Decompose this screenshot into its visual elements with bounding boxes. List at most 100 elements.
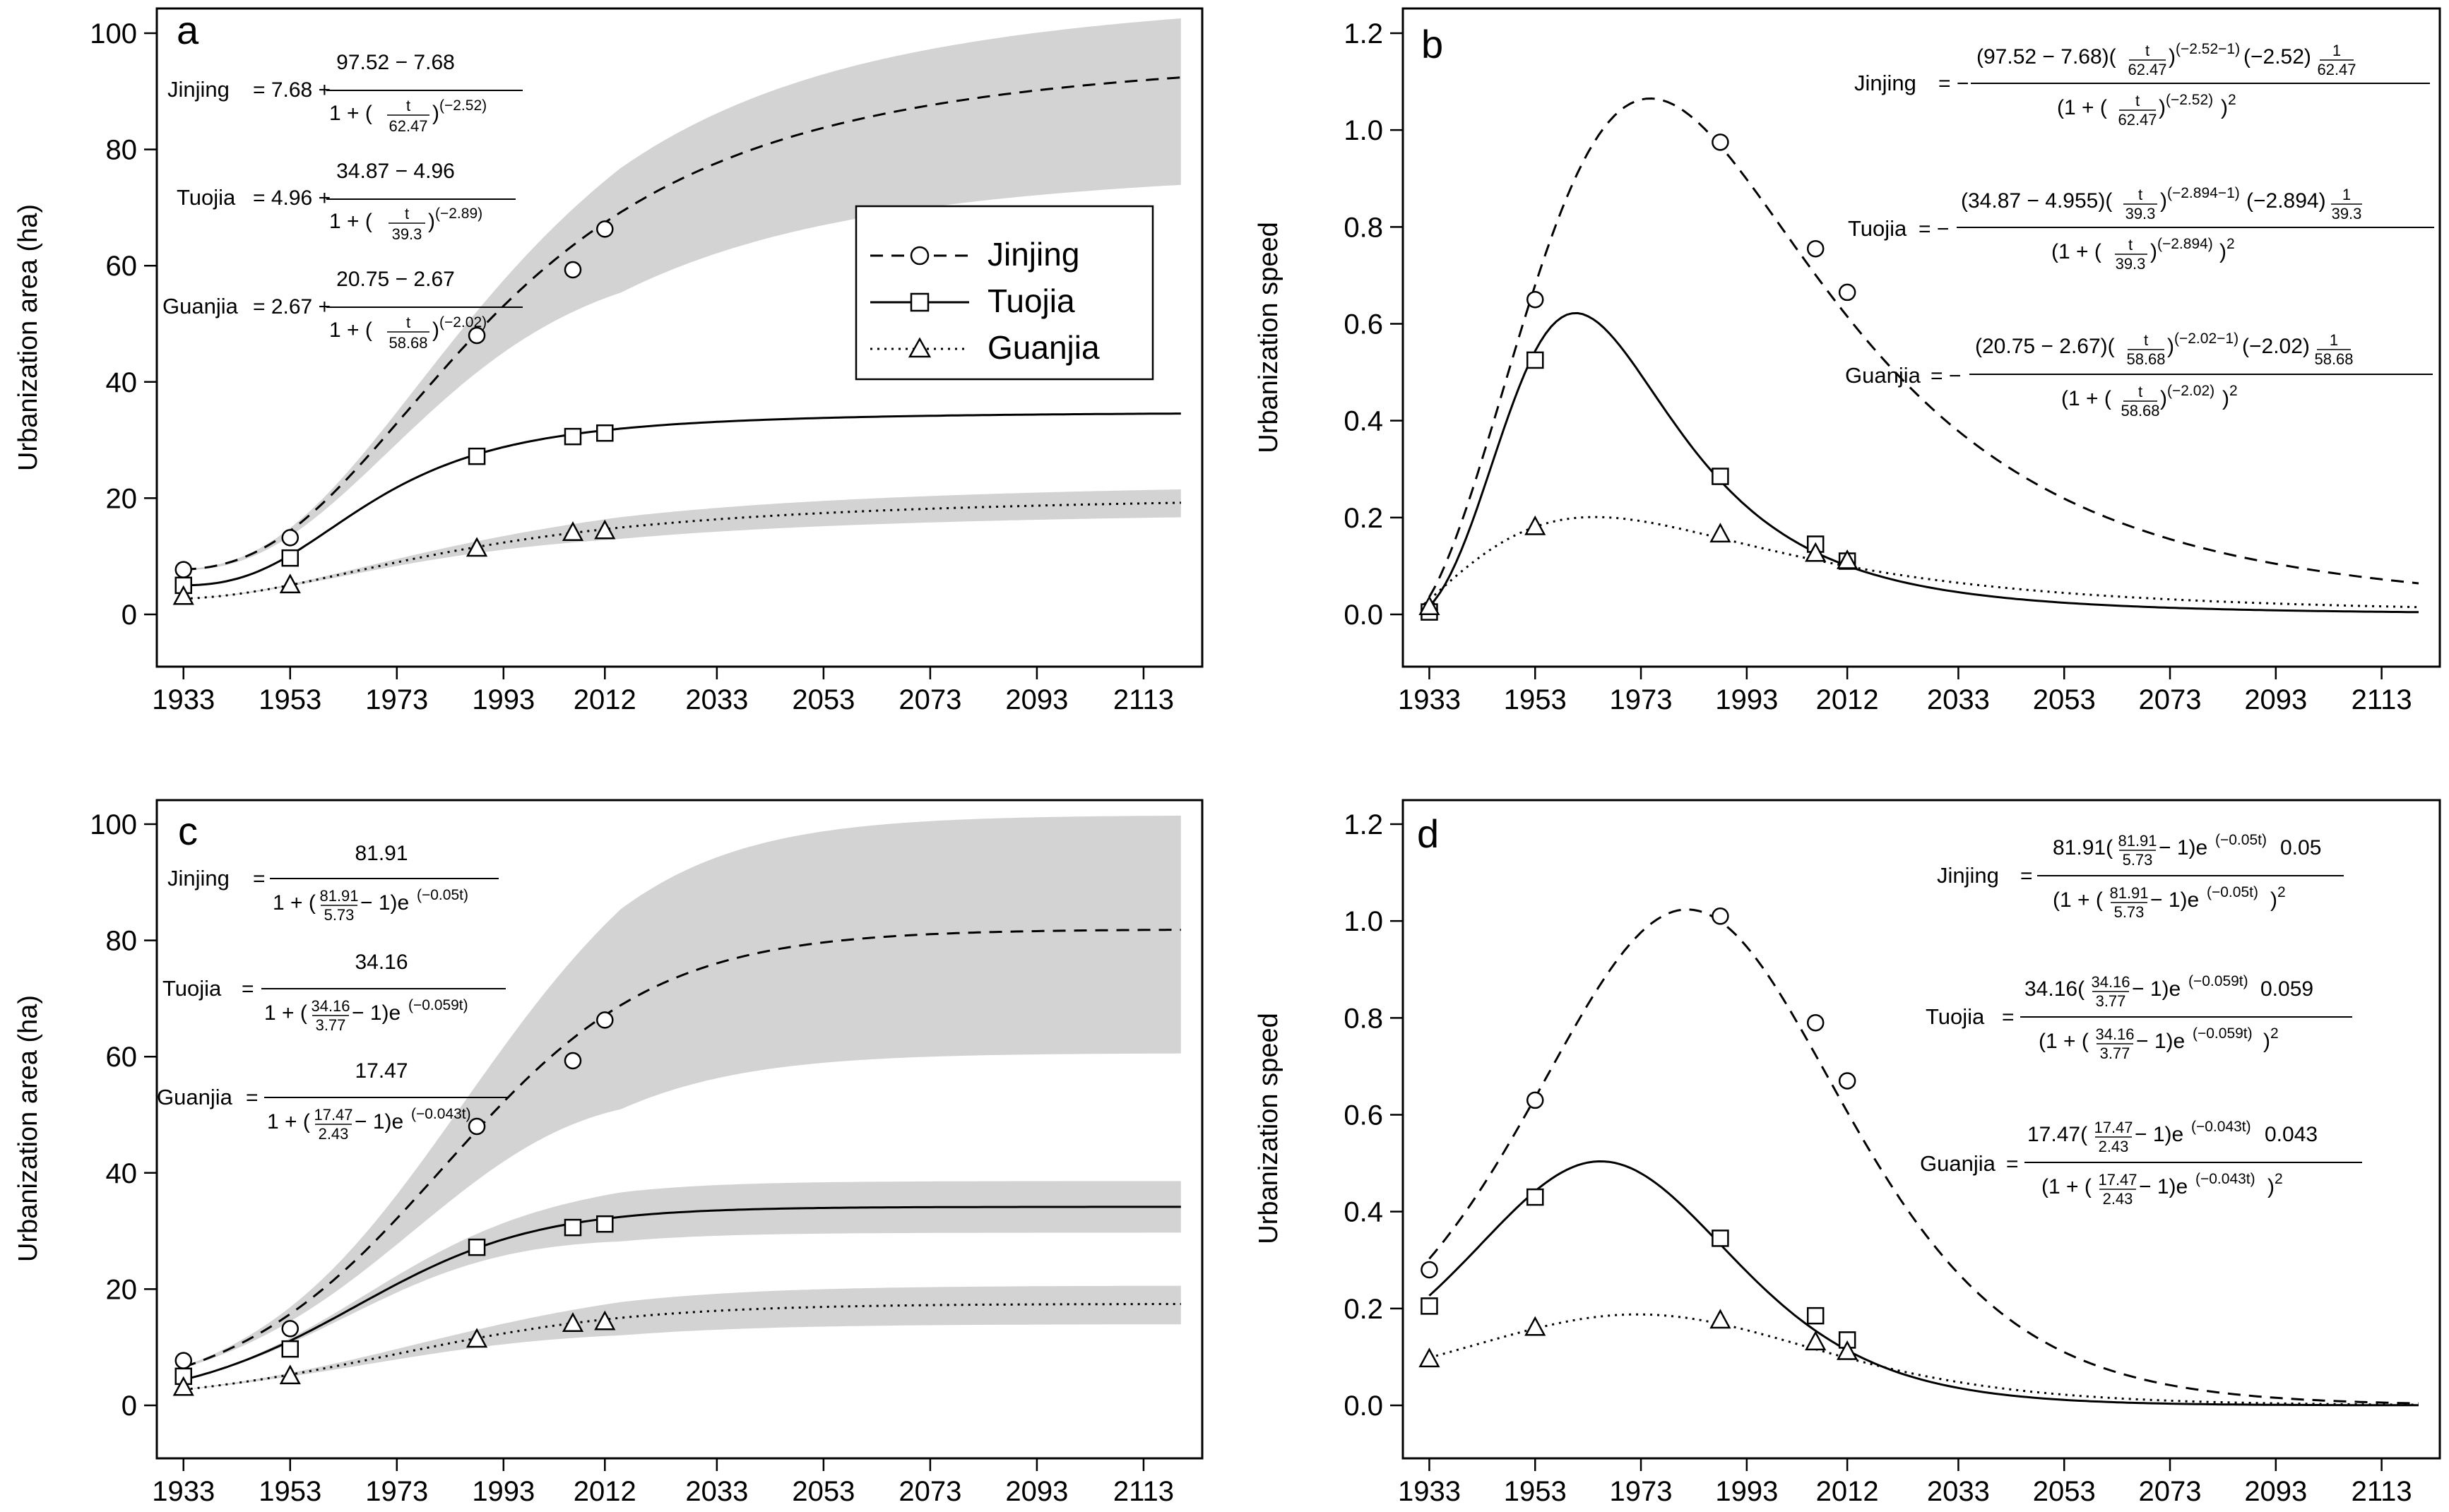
svg-text:20.75 − 2.67: 20.75 − 2.67 xyxy=(336,268,455,291)
legend-item-jinjing: Jinjing xyxy=(870,236,1079,273)
x-tick-label: 1953 xyxy=(1504,684,1567,715)
svg-text:t: t xyxy=(405,205,409,222)
svg-text:5.73: 5.73 xyxy=(2123,851,2153,869)
series-line-jinjing xyxy=(1428,97,2419,598)
y-axis-label: Urbanization speed xyxy=(1254,1013,1283,1244)
x-tick-label: 2073 xyxy=(899,1476,961,1507)
svg-text:(−2.02): (−2.02) xyxy=(2242,335,2310,358)
equation-tuojia: Tuojia = 4.96 + 34.87 − 4.96 1 + ( t 39.… xyxy=(177,160,516,243)
svg-text:2.43: 2.43 xyxy=(319,1125,349,1143)
svg-text:(−2.02−1): (−2.02−1) xyxy=(2174,331,2239,347)
panel-letter: a xyxy=(177,8,199,52)
svg-text:=: = xyxy=(253,867,266,891)
svg-text:81.91(: 81.91( xyxy=(2053,836,2113,859)
svg-text:): ) xyxy=(2221,96,2228,119)
svg-text:= −: = − xyxy=(1919,218,1949,241)
svg-text:Guanjia: Guanjia xyxy=(157,1085,233,1109)
svg-text:(−0.043t): (−0.043t) xyxy=(411,1106,471,1122)
plot-frame xyxy=(155,799,1204,1460)
panel-b: 1933 1953 1973 1993 2012 2033 2053 2073 2093 2113… xyxy=(1254,7,2441,715)
svg-text:): ) xyxy=(2267,1175,2275,1198)
y-tick-label: 1.2 xyxy=(1344,809,1383,840)
svg-text:34.87 − 4.96: 34.87 − 4.96 xyxy=(336,160,455,183)
x-tick-label: 2073 xyxy=(899,684,961,715)
equation-guanjia: Guanjia = − (20.75 − 2.67)( t 58.68 ) (−… xyxy=(1845,331,2433,419)
svg-text:t: t xyxy=(2128,236,2133,254)
svg-text:=: = xyxy=(2006,1153,2019,1176)
y-axis-label: Urbanization area (ha) xyxy=(13,995,43,1262)
x-tick-label: 2012 xyxy=(1816,684,1879,715)
series-line-tuojia xyxy=(1428,1160,2419,1407)
data-point-tuojia xyxy=(281,549,300,567)
svg-text:Jinjing: Jinjing xyxy=(167,77,230,102)
svg-text:62.47: 62.47 xyxy=(389,117,427,135)
svg-text:Tuojia: Tuojia xyxy=(1848,216,1907,241)
svg-text:58.68: 58.68 xyxy=(389,334,427,352)
svg-text:(1 + (: (1 + ( xyxy=(2061,387,2111,410)
svg-text:Guanjia: Guanjia xyxy=(162,294,239,319)
x-tick-label: 2093 xyxy=(1005,1476,1068,1507)
svg-text:): ) xyxy=(2160,387,2167,410)
series-line-guanjia xyxy=(1429,1313,2419,1406)
svg-text:− 1)e: − 1)e xyxy=(360,891,409,915)
svg-text:− 1)e: − 1)e xyxy=(2139,1175,2188,1198)
svg-text:81.91: 81.91 xyxy=(2109,884,2148,902)
svg-text:17.47: 17.47 xyxy=(2094,1119,2133,1136)
svg-text:(−0.05t): (−0.05t) xyxy=(2215,832,2267,848)
svg-text:3.77: 3.77 xyxy=(2100,1044,2130,1062)
data-point-tuojia xyxy=(468,447,486,465)
series-line-tuojia xyxy=(1428,311,2419,614)
svg-text:(97.52 − 7.68)(: (97.52 − 7.68)( xyxy=(1976,45,2116,69)
svg-text:(34.87 − 4.955)(: (34.87 − 4.955)( xyxy=(1961,189,2112,213)
svg-text:(1 + (: (1 + ( xyxy=(2039,1030,2089,1053)
x-tick-label: 1973 xyxy=(1610,1476,1673,1507)
x-tick-label: 2093 xyxy=(2244,684,2307,715)
data-point-guanjia xyxy=(1418,595,1440,615)
x-tick-label: 2012 xyxy=(574,1476,636,1507)
y-tick-label: 40 xyxy=(106,1158,138,1189)
confidence-band-jinjing xyxy=(183,815,1181,1369)
data-point-guanjia xyxy=(1524,1316,1546,1336)
svg-text:Tuojia: Tuojia xyxy=(162,976,222,1001)
svg-text:− 1)e: − 1)e xyxy=(2136,1030,2185,1053)
svg-text:2: 2 xyxy=(2277,884,2286,900)
x-tick-label: 2093 xyxy=(1005,684,1068,715)
data-point-guanjia xyxy=(172,1376,194,1396)
svg-text:2: 2 xyxy=(2229,383,2238,399)
svg-text:81.91: 81.91 xyxy=(2118,832,2157,850)
data-point-tuojia xyxy=(1806,1306,1825,1325)
svg-text:0.05: 0.05 xyxy=(2280,836,2321,859)
x-tick-label: 1993 xyxy=(1715,1476,1778,1507)
svg-text:(−2.52): (−2.52) xyxy=(2243,45,2311,69)
svg-text:0.043: 0.043 xyxy=(2265,1123,2318,1146)
svg-text:(−0.043t): (−0.043t) xyxy=(2195,1171,2255,1187)
svg-text:81.91: 81.91 xyxy=(319,887,358,905)
svg-text:): ) xyxy=(2159,96,2166,119)
svg-text:3.77: 3.77 xyxy=(316,1016,346,1034)
y-tick-label: 1.0 xyxy=(1344,906,1383,937)
x-tick-label: 2113 xyxy=(1113,684,1174,715)
x-tick-label: 2053 xyxy=(2033,1476,2096,1507)
x-tick-label: 2093 xyxy=(2244,1476,2307,1507)
svg-text:Tuojia: Tuojia xyxy=(177,185,236,210)
equation-tuojia: Tuojia = − (34.87 − 4.955)( t 39.3 ) (−2… xyxy=(1848,185,2434,273)
svg-text:2: 2 xyxy=(2275,1171,2283,1187)
svg-text:1 + (: 1 + ( xyxy=(329,102,372,125)
data-point-jinjing xyxy=(564,261,582,279)
svg-text:− 1)e: − 1)e xyxy=(2132,977,2181,1001)
x-tick-label: 1993 xyxy=(472,684,535,715)
svg-text:): ) xyxy=(2270,888,2277,912)
y-tick-label: 1.0 xyxy=(1344,115,1383,146)
x-tick-label: 2033 xyxy=(1927,684,1990,715)
legend-marker-triangle xyxy=(908,337,932,358)
data-point-jinjing xyxy=(1806,1013,1825,1032)
svg-text:(−2.894): (−2.894) xyxy=(2246,189,2326,213)
equation-jinjing: Jinjing = − (97.52 − 7.68)( t 62.47 ) (−… xyxy=(1854,41,2430,129)
data-point-guanjia xyxy=(172,585,194,605)
y-axis-label: Urbanization area (ha) xyxy=(13,204,43,471)
svg-text:34.16(: 34.16( xyxy=(2024,977,2085,1001)
series-line-tuojia xyxy=(183,412,1181,587)
data-point-guanjia xyxy=(279,1364,301,1385)
svg-text:1 + (: 1 + ( xyxy=(329,210,372,233)
